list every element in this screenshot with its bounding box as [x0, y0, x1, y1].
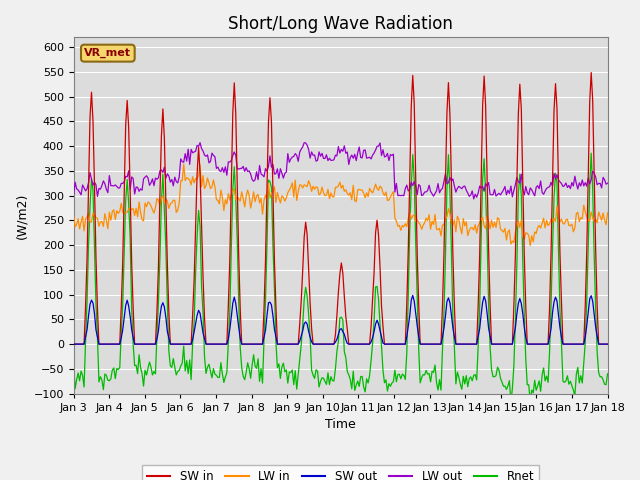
Text: VR_met: VR_met: [84, 48, 131, 58]
X-axis label: Time: Time: [325, 418, 356, 431]
Y-axis label: (W/m2): (W/m2): [15, 192, 28, 239]
Title: Short/Long Wave Radiation: Short/Long Wave Radiation: [228, 15, 453, 33]
Legend: SW in, LW in, SW out, LW out, Rnet: SW in, LW in, SW out, LW out, Rnet: [142, 465, 539, 480]
